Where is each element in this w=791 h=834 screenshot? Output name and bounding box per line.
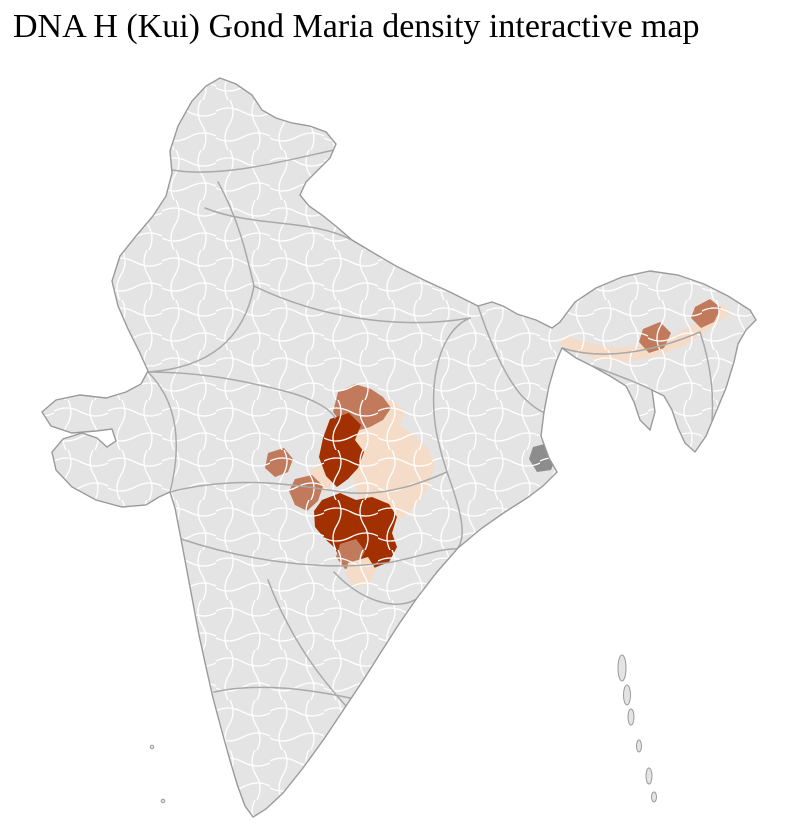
state-borders	[147, 149, 714, 707]
lakshadweep-islands[interactable]	[149, 744, 166, 804]
page-title: DNA H (Kui) Gond Maria density interacti…	[13, 8, 700, 45]
andaman-nicobar-islands[interactable]	[617, 654, 657, 803]
